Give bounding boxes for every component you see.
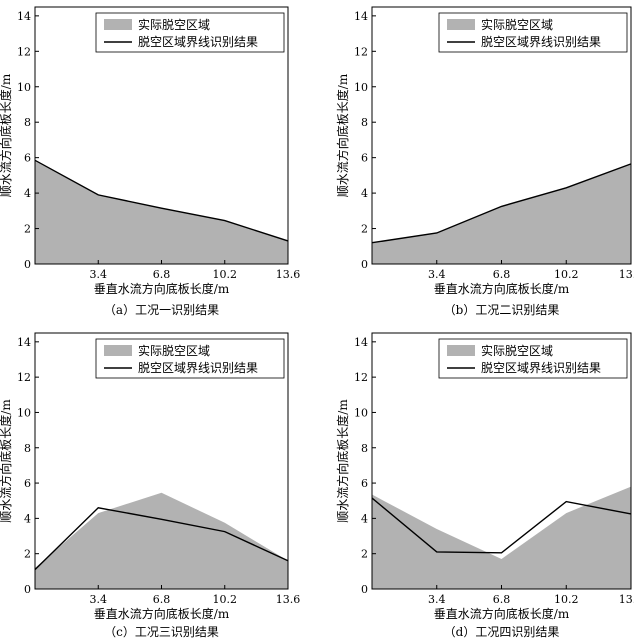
y-tick-label: 0: [361, 258, 368, 271]
x-tick-label: 13.6: [276, 268, 301, 281]
y-axis-label: 顺水流方向底板长度/m: [335, 73, 350, 197]
x-tick-label: 3.4: [90, 268, 108, 281]
legend-label-actual: 实际脱空区域: [138, 17, 210, 32]
legend-label-identified: 脱空区域界线识别结果: [138, 360, 258, 375]
chart-panel-1: 0 2 4 6 8 10 12 14 3.4 6.8 10.2 13.6 垂直水流方向底板长度/m 顺水流…: [0, 6, 301, 317]
actual-void-area: [35, 161, 288, 264]
y-tick-label: 8: [361, 116, 368, 129]
y-axis-label: 顺水流方向底板长度/m: [0, 73, 13, 197]
y-tick-label: 10: [354, 406, 368, 419]
y-tick-label: 10: [354, 81, 368, 94]
panel-caption: （b）工况二识别结果: [444, 303, 560, 317]
y-tick-label: 2: [24, 223, 31, 236]
legend-label-identified: 脱空区域界线识别结果: [138, 34, 258, 49]
panel-caption: （c）工况三识别结果: [104, 625, 219, 639]
x-tick-label: 10.2: [213, 593, 238, 606]
x-axis-label: 垂直水流方向底板长度/m: [94, 606, 230, 621]
x-tick-label: 3.4: [90, 593, 108, 606]
x-tick-label: 3.4: [428, 268, 446, 281]
y-tick-label: 14: [354, 336, 368, 349]
y-tick-label: 0: [24, 258, 31, 271]
x-axis-label: 垂直水流方向底板长度/m: [94, 281, 230, 296]
legend-label-actual: 实际脱空区域: [138, 343, 210, 358]
identified-boundary-line: [371, 163, 632, 244]
y-tick-label: 4: [24, 187, 31, 200]
y-tick-label: 12: [354, 371, 368, 384]
y-tick-label: 8: [24, 442, 31, 455]
x-tick-label: 10.2: [554, 593, 579, 606]
chart-panel-4: 0 2 4 6 8 10 12 14 3.4 6.8 10.2 13.6 垂直水流方向底板长度/m 顺水流…: [335, 332, 634, 639]
x-tick-label: 6.8: [153, 268, 171, 281]
legend-swatch-area: [447, 19, 475, 30]
identified-boundary-line: [371, 497, 632, 554]
chart-panel-2: 0 2 4 6 8 10 12 14 3.4 6.8 10.2 13.6 垂直水流方向底板长度/m 顺水流…: [335, 6, 634, 317]
actual-void-area: [372, 163, 631, 264]
identified-boundary-line: [34, 159, 289, 242]
x-tick-label: 3.4: [428, 593, 446, 606]
y-tick-label: 0: [24, 583, 31, 596]
y-tick-label: 4: [361, 512, 368, 525]
y-tick-label: 4: [24, 512, 31, 525]
legend-swatch-area: [104, 345, 132, 356]
y-axis-label: 顺水流方向底板长度/m: [0, 399, 13, 523]
y-tick-label: 12: [17, 371, 31, 384]
y-tick-label: 14: [17, 336, 31, 349]
x-tick-label: 6.8: [493, 593, 511, 606]
panel-caption: （d）工况四识别结果: [444, 625, 560, 639]
y-tick-label: 10: [17, 406, 31, 419]
y-tick-label: 12: [17, 45, 31, 58]
y-tick-label: 6: [361, 477, 368, 490]
y-tick-label: 6: [24, 477, 31, 490]
y-tick-label: 14: [17, 10, 31, 23]
y-tick-label: 2: [24, 548, 31, 561]
legend-label-identified: 脱空区域界线识别结果: [481, 34, 601, 49]
legend-label-actual: 实际脱空区域: [481, 343, 553, 358]
actual-void-area: [372, 486, 631, 589]
y-tick-label: 8: [361, 442, 368, 455]
y-tick-label: 8: [24, 116, 31, 129]
x-tick-label: 13.6: [276, 593, 301, 606]
y-axis-label: 顺水流方向底板长度/m: [335, 399, 350, 523]
legend-swatch-area: [447, 345, 475, 356]
x-tick-label: 13.6: [619, 268, 634, 281]
chart-panel-3: 0 2 4 6 8 10 12 14 3.4 6.8 10.2 13.6 垂直水流方向底板长度/m 顺水流…: [0, 332, 301, 639]
x-tick-label: 6.8: [153, 593, 171, 606]
y-tick-label: 6: [361, 152, 368, 165]
y-tick-label: 12: [354, 45, 368, 58]
x-axis-label: 垂直水流方向底板长度/m: [434, 606, 570, 621]
y-tick-label: 0: [361, 583, 368, 596]
x-tick-label: 6.8: [493, 268, 511, 281]
y-tick-label: 4: [361, 187, 368, 200]
legend-label-actual: 实际脱空区域: [481, 17, 553, 32]
actual-void-area: [35, 492, 288, 589]
identified-boundary-line: [34, 507, 289, 571]
y-tick-label: 2: [361, 548, 368, 561]
legend-swatch-area: [104, 19, 132, 30]
panel-caption: （a）工况一识别结果: [104, 303, 219, 317]
legend-label-identified: 脱空区域界线识别结果: [481, 360, 601, 375]
x-tick-label: 13.6: [619, 593, 634, 606]
y-tick-label: 10: [17, 81, 31, 94]
x-tick-label: 10.2: [554, 268, 579, 281]
y-tick-label: 6: [24, 152, 31, 165]
y-tick-label: 2: [361, 223, 368, 236]
y-tick-label: 14: [354, 10, 368, 23]
x-axis-label: 垂直水流方向底板长度/m: [434, 281, 570, 296]
x-tick-label: 10.2: [213, 268, 238, 281]
